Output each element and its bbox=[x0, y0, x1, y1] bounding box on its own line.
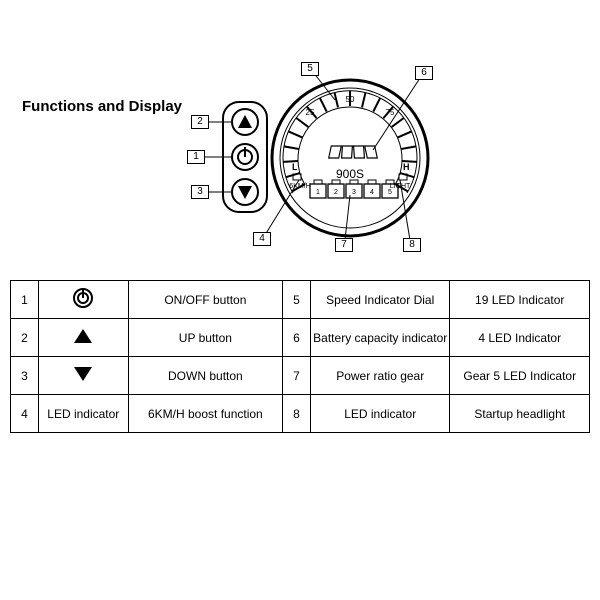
row-desc-mid: LED indicator bbox=[310, 395, 449, 433]
row-desc-left: 6KM/H boost function bbox=[128, 395, 282, 433]
row-desc-mid: Power ratio gear bbox=[310, 357, 449, 395]
row-number-left: 2 bbox=[11, 319, 39, 357]
row-number-left: 1 bbox=[11, 281, 39, 319]
svg-text:5: 5 bbox=[388, 189, 392, 196]
scale-50: 50 bbox=[346, 95, 355, 104]
row-icon-cell bbox=[38, 281, 128, 319]
model-label: 900S bbox=[336, 167, 364, 181]
callout-5: 5 bbox=[301, 62, 319, 76]
table-row: 2 UP button6Battery capacity indicator4 L… bbox=[11, 319, 590, 357]
callout-6: 6 bbox=[415, 66, 433, 80]
down-triangle-icon bbox=[74, 367, 92, 381]
row-desc-right: 4 LED Indicator bbox=[450, 319, 590, 357]
row-icon-cell bbox=[38, 357, 128, 395]
callout-1: 1 bbox=[187, 150, 205, 164]
row-desc-right: Startup headlight bbox=[450, 395, 590, 433]
letter-L: L bbox=[292, 162, 298, 172]
table-row: 3 DOWN button7Power ratio gearGear 5 LED … bbox=[11, 357, 590, 395]
row-desc-left: DOWN button bbox=[128, 357, 282, 395]
row-icon-cell: LED indicator bbox=[38, 395, 128, 433]
row-desc-right: Gear 5 LED Indicator bbox=[450, 357, 590, 395]
device-diagram: 25 50 75 L H 6KM/H LIGHT 900S 12345 bbox=[195, 60, 455, 270]
row-desc-right: 19 LED Indicator bbox=[450, 281, 590, 319]
scale-75: 75 bbox=[386, 108, 395, 117]
callout-2: 2 bbox=[191, 115, 209, 129]
legend-table: 1 ON/OFF button5Speed Indicator Dial19 LE… bbox=[10, 280, 590, 433]
svg-text:1: 1 bbox=[316, 189, 320, 196]
dial: 25 50 75 L H 6KM/H LIGHT 900S 12345 bbox=[272, 80, 428, 236]
row-desc-mid: Speed Indicator Dial bbox=[310, 281, 449, 319]
svg-text:2: 2 bbox=[334, 189, 338, 196]
page-title: Functions and Display bbox=[22, 98, 182, 115]
callout-3: 3 bbox=[191, 185, 209, 199]
table-row: 1 ON/OFF button5Speed Indicator Dial19 LE… bbox=[11, 281, 590, 319]
row-number-left: 3 bbox=[11, 357, 39, 395]
label-6kmh: 6KM/H bbox=[289, 183, 310, 190]
power-icon bbox=[72, 287, 94, 309]
callout-4: 4 bbox=[253, 232, 271, 246]
scale-25: 25 bbox=[306, 108, 315, 117]
row-desc-left: ON/OFF button bbox=[128, 281, 282, 319]
callout-8: 8 bbox=[403, 238, 421, 252]
svg-text:3: 3 bbox=[352, 189, 356, 196]
letter-H: H bbox=[403, 162, 410, 172]
row-number-left: 4 bbox=[11, 395, 39, 433]
svg-text:4: 4 bbox=[370, 189, 374, 196]
row-number-right: 6 bbox=[283, 319, 311, 357]
table-row: 4LED indicator6KM/H boost function8LED i… bbox=[11, 395, 590, 433]
up-triangle-icon bbox=[74, 329, 92, 343]
callout-7: 7 bbox=[335, 238, 353, 252]
row-number-right: 8 bbox=[283, 395, 311, 433]
row-desc-left: UP button bbox=[128, 319, 282, 357]
row-number-right: 5 bbox=[283, 281, 311, 319]
row-icon-cell bbox=[38, 319, 128, 357]
row-desc-mid: Battery capacity indicator bbox=[310, 319, 449, 357]
row-number-right: 7 bbox=[283, 357, 311, 395]
